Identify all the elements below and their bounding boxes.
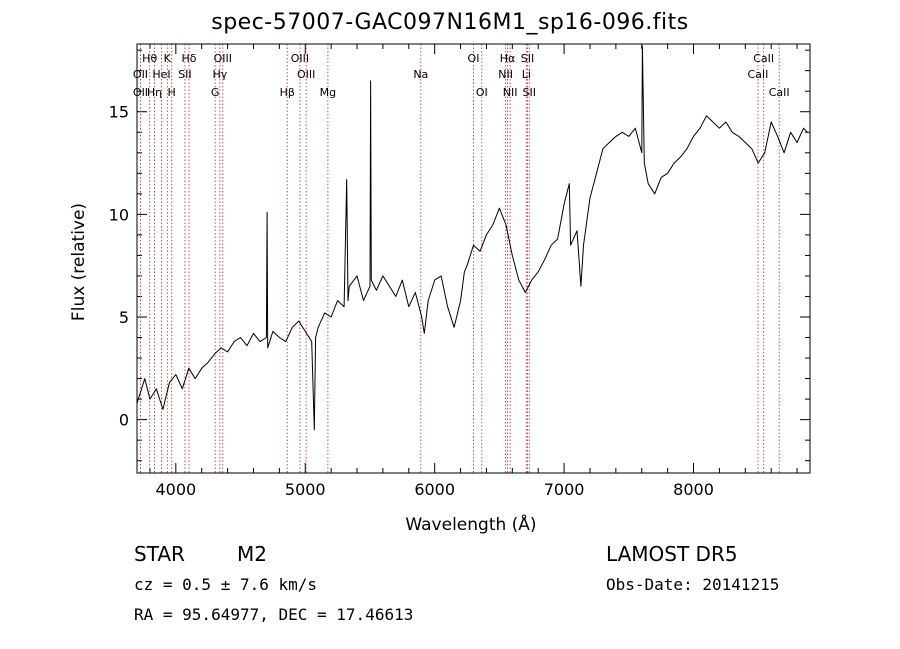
line-label: OIII [291, 52, 309, 65]
line-label: OII [133, 86, 148, 99]
line-label: CaII [748, 68, 769, 81]
y-tick-label: 10 [109, 205, 129, 224]
survey-name: LAMOST DR5 [606, 542, 738, 566]
line-label: H [168, 86, 176, 99]
line-label: Hδ [182, 52, 197, 65]
x-tick-label: 6000 [414, 480, 455, 499]
coordinates: RA = 95.64977, DEC = 17.46613 [134, 605, 414, 624]
x-tick-label: 5000 [285, 480, 326, 499]
line-label: Hη [147, 86, 162, 99]
y-tick-label: 15 [109, 103, 129, 122]
line-label: Hβ [280, 86, 295, 99]
line-label: HeI [152, 68, 170, 81]
line-label: Li [522, 68, 531, 81]
object-subclass: M2 [237, 542, 267, 566]
line-label: G [211, 86, 220, 99]
series-layer [136, 45, 808, 431]
line-label: SII [523, 86, 536, 99]
line-label: SII [178, 68, 191, 81]
x-tick-label: 7000 [544, 480, 585, 499]
object-class: STAR [134, 542, 185, 566]
line-label-layer: Hθ K Hδ OIII OIII OI Hα SII CaII OII HeI SII Hγ OIII N… [133, 52, 790, 99]
observation-date: Obs-Date: 20141215 [606, 575, 780, 594]
line-label: K [164, 52, 172, 65]
line-label: NII [503, 86, 518, 99]
spectral-line-markers [140, 44, 780, 473]
line-label: Hγ [212, 68, 227, 81]
plot-frame [136, 43, 811, 474]
line-label: OI [476, 86, 488, 99]
line-label: Hα [500, 52, 516, 65]
line-label: SII [521, 52, 534, 65]
chart-title: spec-57007-GAC097N16M1_sp16-096.fits [211, 10, 689, 35]
y-tick-label: 0 [119, 411, 129, 430]
line-label: Mg [320, 86, 336, 99]
redshift-velocity: cz = 0.5 ± 7.6 km/s [134, 575, 318, 594]
line-label: CaII [769, 86, 790, 99]
line-label: NII [498, 68, 513, 81]
y-axis-label: Flux (relative) [69, 203, 89, 321]
y-tick-label: 5 [119, 308, 129, 327]
line-label: OIII [297, 68, 315, 81]
x-axis-label: Wavelength (Å) [405, 513, 536, 535]
line-label: Hθ [142, 52, 157, 65]
line-label: OII [133, 68, 148, 81]
line-label: OI [468, 52, 480, 65]
x-tick-label: 4000 [155, 480, 196, 499]
line-label: CaII [753, 52, 774, 65]
x-tick-label: 8000 [673, 480, 714, 499]
line-label: OIII [214, 52, 232, 65]
spectrum-line [136, 45, 808, 431]
tick-layer: 4000 5000 6000 7000 8000 0 5 10 15 [109, 44, 810, 499]
line-label: Na [413, 68, 428, 81]
